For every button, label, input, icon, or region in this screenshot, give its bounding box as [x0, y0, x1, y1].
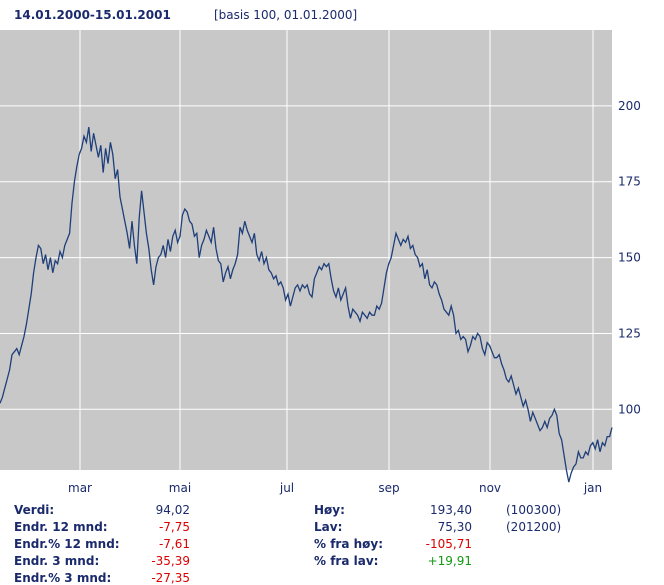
stat-label: Lav: — [314, 520, 343, 534]
x-tick-label: jul — [279, 481, 294, 495]
y-tick-label: 125 — [618, 326, 641, 340]
y-tick-label: 150 — [618, 251, 641, 265]
stat-label: Endr.% 12 mnd: — [14, 537, 120, 551]
x-tick-label: sep — [378, 481, 399, 495]
basis-label: [basis 100, 01.01.2000] — [214, 8, 358, 22]
period-label: 14.01.2000-15.01.2001 — [14, 8, 171, 22]
x-tick-label: nov — [479, 481, 501, 495]
stat-value: -7,75 — [158, 520, 190, 534]
stat-label: Verdi: — [14, 503, 55, 517]
x-tick-label: mai — [169, 481, 191, 495]
grid-lines — [0, 30, 612, 470]
x-axis: mar mai jul sep nov jan — [68, 481, 602, 495]
stat-value: -7,61 — [158, 537, 190, 551]
stat-label: Endr. 3 mnd: — [14, 554, 100, 568]
stat-note: (100300) — [506, 503, 562, 517]
stat-value: -35,39 — [151, 554, 190, 568]
stat-value: 193,40 — [430, 503, 472, 517]
stat-label: Høy: — [314, 503, 345, 517]
y-axis: 100 125 150 175 200 — [618, 99, 641, 416]
stat-note: (201200) — [506, 520, 562, 534]
stat-label: Endr. 12 mnd: — [14, 520, 108, 534]
x-tick-label: jan — [583, 481, 602, 495]
stat-value: 94,02 — [155, 503, 190, 517]
line-chart: 100 125 150 175 200 mar mai jul sep nov jan — [0, 30, 641, 495]
series-line — [0, 126, 613, 483]
stat-label: % fra lav: — [314, 554, 379, 568]
y-tick-label: 200 — [618, 99, 641, 113]
plot-area — [0, 30, 612, 470]
stat-value: -105,71 — [425, 537, 472, 551]
stat-label: Endr.% 3 mnd: — [14, 571, 112, 585]
stat-value: -27,35 — [151, 571, 190, 585]
y-tick-label: 175 — [618, 175, 641, 189]
x-tick-label: mar — [68, 481, 92, 495]
y-tick-label: 100 — [618, 402, 641, 416]
stat-value: 75,30 — [437, 520, 472, 534]
stat-label: % fra høy: — [314, 537, 384, 551]
stat-value: +19,91 — [427, 554, 472, 568]
